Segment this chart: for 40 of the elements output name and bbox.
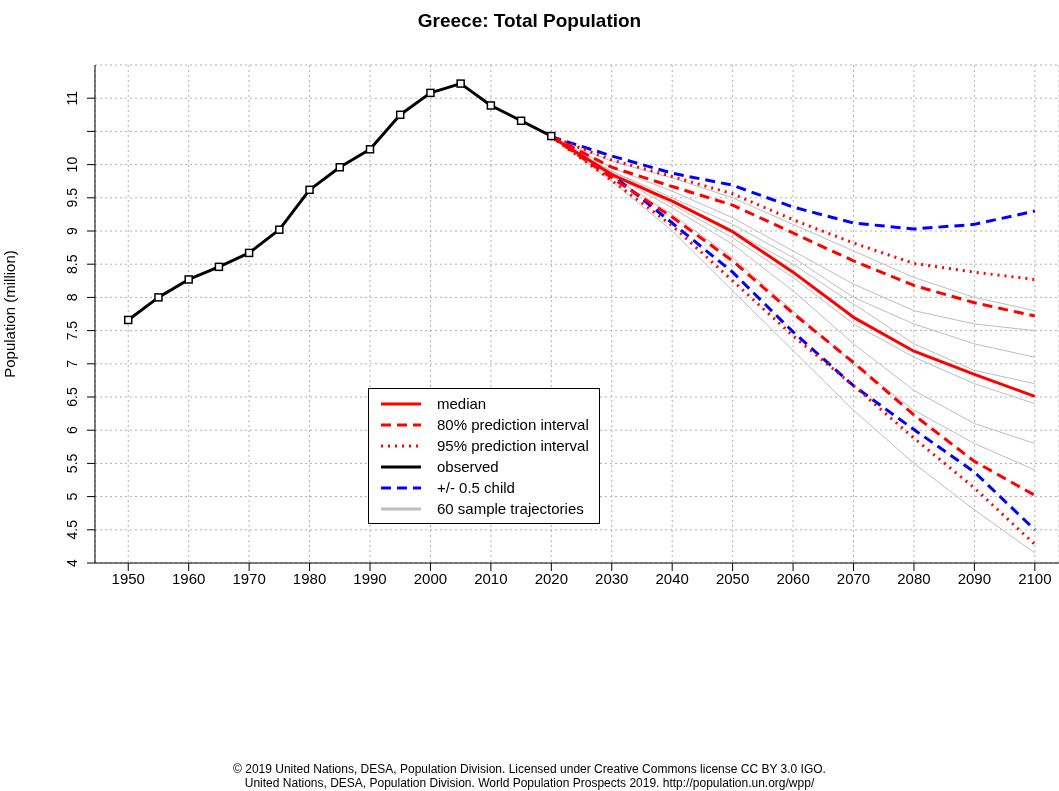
x-tick-label: 1950 [111,569,145,587]
y-tick-label: 11 [64,90,80,106]
x-tick-label: 2030 [595,569,629,587]
y-tick-label: 4.5 [64,519,80,540]
x-tick-label: 2080 [897,569,931,587]
x-tick-label: 2100 [1018,569,1052,587]
y-tick-label: 8 [64,293,80,302]
x-tick-label: 2060 [776,569,810,587]
y-tick-label: 7 [64,359,80,368]
x-tick-label: 2010 [474,569,508,587]
x-tick-label: 1960 [171,569,206,587]
x-tick-label: 2050 [715,569,750,587]
text: © 2019 United Nations, DESA, Population Division. Licensed under Creative Commons license CC BY 3.0 IGO. [232,762,827,776]
legend-label: observed [437,458,499,475]
y-tick-label: 5 [64,492,80,501]
x-tick-label: 2070 [836,569,871,587]
legend-label: 60 sample trajectories [437,500,584,517]
y-tick-label: 7.5 [64,320,80,341]
x-tick-label: 1980 [292,569,327,587]
legend-label: median [437,395,487,412]
y-tick-label: 4 [64,558,80,567]
legend-label: 80% prediction interval [437,416,589,433]
x-tick-label: 1970 [232,569,266,587]
text: United Nations, DESA, Population Division. World Population Prospects 2019. http://population.un.org/wpp/ [243,776,816,790]
x-tick-label: 2090 [957,569,992,587]
x-tick-label: 2040 [655,569,689,587]
y-tick-label: 9 [64,226,80,235]
x-tick-label: 2020 [534,569,568,587]
y-tick-label: 8.5 [64,254,80,274]
x-tick-label: 1990 [353,569,387,587]
x-tick-label: 2000 [413,569,448,587]
y-tick-label: 6.5 [64,387,80,407]
chart-title: Greece: Total Population [416,10,643,32]
legend-label: +/- 0.5 child [437,479,515,496]
y-tick-label: 9.5 [64,187,80,208]
y-axis-title: Population (million) [1,250,19,378]
y-tick-label: 5.5 [64,453,80,474]
y-tick-label: 10 [64,156,80,173]
legend-label: 95% prediction interval [437,437,589,454]
y-tick-label: 6 [64,426,80,435]
